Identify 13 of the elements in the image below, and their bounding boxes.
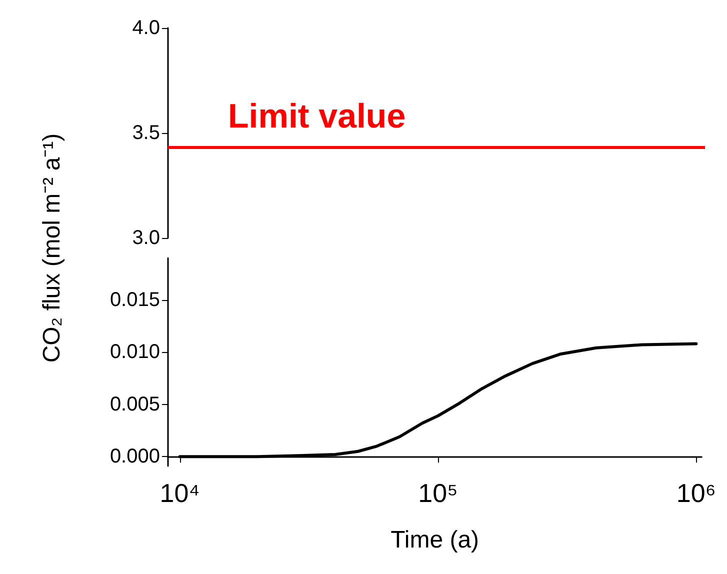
y-tick-label: 3.5 <box>132 122 160 144</box>
y-tick-label: 0.015 <box>110 288 160 311</box>
x-tick-label: 10⁶ <box>676 478 716 508</box>
y-tick-label: 0.010 <box>110 341 160 364</box>
y-axis-title: CO₂ flux (mol m⁻² a⁻¹) <box>38 133 66 363</box>
y-tick-label: 3.0 <box>132 227 160 249</box>
x-tick-label: 10⁵ <box>418 478 458 508</box>
ref-line-label: Limit value <box>228 98 406 136</box>
y-tick-label: 0.000 <box>110 446 160 468</box>
x-tick-label: 10⁴ <box>160 478 200 508</box>
x-axis-title: Time (a) <box>390 526 480 554</box>
y-tick-label: 4.0 <box>132 17 160 39</box>
y-tick-label: 0.005 <box>110 393 160 416</box>
